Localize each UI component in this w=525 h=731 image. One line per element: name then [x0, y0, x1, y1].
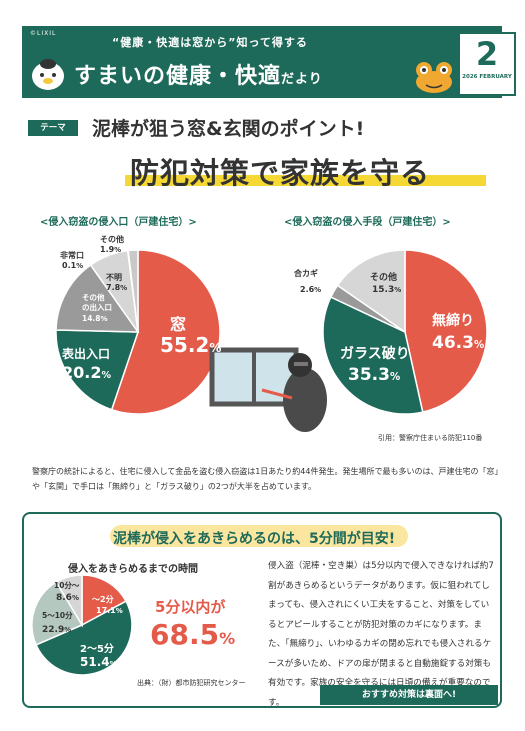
box-title: 泥棒が侵入をあきらめるのは、5分間が目安!: [113, 531, 396, 547]
pie0-label-4: 非常口: [60, 250, 84, 260]
chart-source: 出典：（財）都市防犯研究センター: [137, 679, 246, 687]
issue-number: 2: [475, 35, 499, 73]
pie0-value-2: 14.8%: [82, 314, 108, 323]
pie0-label-0: 窓: [170, 315, 186, 334]
pie0-slice-0: [110, 249, 221, 415]
issue-badge: 2 2026 FEBRUARY: [458, 32, 516, 96]
pie1-value-3: 15.3%: [372, 285, 401, 295]
pie1-slice-1: [322, 296, 424, 415]
pie0-label-1: 表出入口: [61, 346, 110, 361]
pie0-label-5: その他: [100, 234, 124, 244]
statistics-paragraph: 警察庁の統計によると、住宅に侵入して金品を盗む侵入窃盗は1日あたり約44件発生。…: [32, 467, 499, 491]
pie0-label-2: その他の出入口: [82, 292, 112, 312]
theme-tag: テーマ: [28, 120, 78, 136]
within-five-value: 68.5%: [150, 618, 235, 651]
page-title: 防犯対策で家族を守る: [130, 156, 431, 190]
pie1-slice-3: [336, 249, 406, 334]
pie0-slice-3: [89, 249, 139, 333]
pie1-label-0: 無締り: [432, 312, 474, 329]
giveup-chart-title: 侵入をあきらめるまでの時間: [68, 564, 198, 575]
header-tagline: “健康・快適は窓から”知って得する: [112, 36, 308, 49]
pie1-value-1: 35.3%: [348, 365, 400, 385]
newsletter-header: ©LIXIL “健康・快適は窓から”知って得する すまいの健康・快適だより 2 …: [22, 26, 516, 98]
pie1-value-2: 2.6%: [300, 285, 321, 294]
pie0-slice-5: [127, 249, 139, 333]
burglar-window-illustration: [209, 347, 327, 432]
pie0-value-1: 20.2%: [62, 363, 111, 382]
box-body-text: 侵入盗（泥棒・空き巣）は5分以内で侵入できなければ約7割があきらめるというデータ…: [268, 561, 494, 708]
method-chart-title: <侵入窃盗の侵入手段（戸建住宅）>: [284, 217, 451, 228]
pie1-label-3: その他: [370, 271, 397, 283]
box-title-highlight: [110, 525, 408, 547]
newsletter-brand: すまいの健康・快適だより: [74, 58, 323, 90]
pie0-slice-1: [55, 329, 140, 411]
pie0-value-5: 1.9%: [100, 245, 121, 254]
pie0-slice-4: [126, 249, 139, 333]
pie1-slice-2: [329, 284, 406, 333]
pie0-label-3: 不明: [106, 273, 122, 282]
lixil-logo: ©LIXIL: [30, 30, 57, 37]
entry-chart-title: <侵入窃盗の侵入口（戸建住宅）>: [40, 217, 197, 228]
pie1-label-1: ガラス破り: [340, 345, 410, 362]
issue-date: 2026 FEBRUARY: [462, 74, 512, 80]
title-highlight: [125, 175, 486, 186]
within-five-label: 5分以内が: [155, 598, 226, 616]
frog-mascot-icon: [416, 62, 452, 93]
pie0-slice-2: [55, 264, 140, 333]
brand-suffix: だより: [281, 72, 323, 87]
pie0-value-0: 55.2%: [160, 333, 221, 357]
pie1-value-0: 46.3%: [432, 333, 484, 353]
bird-mascot-icon: [32, 59, 64, 90]
within-five-unit: %: [219, 629, 236, 648]
pie1-slice-0: [404, 249, 488, 413]
citation: 引用：警察庁住まいる防犯110番: [378, 434, 483, 442]
pie0-value-4: 0.1%: [62, 261, 83, 270]
pie0-value-3: 7.8%: [106, 283, 127, 292]
brand-main: すまいの健康・快適: [74, 64, 282, 89]
pie1-label-2: 合カギ: [293, 268, 318, 278]
within-five-number: 68.5: [150, 618, 220, 651]
theme-subtitle: 泥棒が狙う窓&玄関のポイント!: [92, 118, 365, 140]
tip-box: [22, 512, 502, 708]
next-page-link[interactable]: おすすめ対策は裏面へ!: [320, 685, 498, 705]
